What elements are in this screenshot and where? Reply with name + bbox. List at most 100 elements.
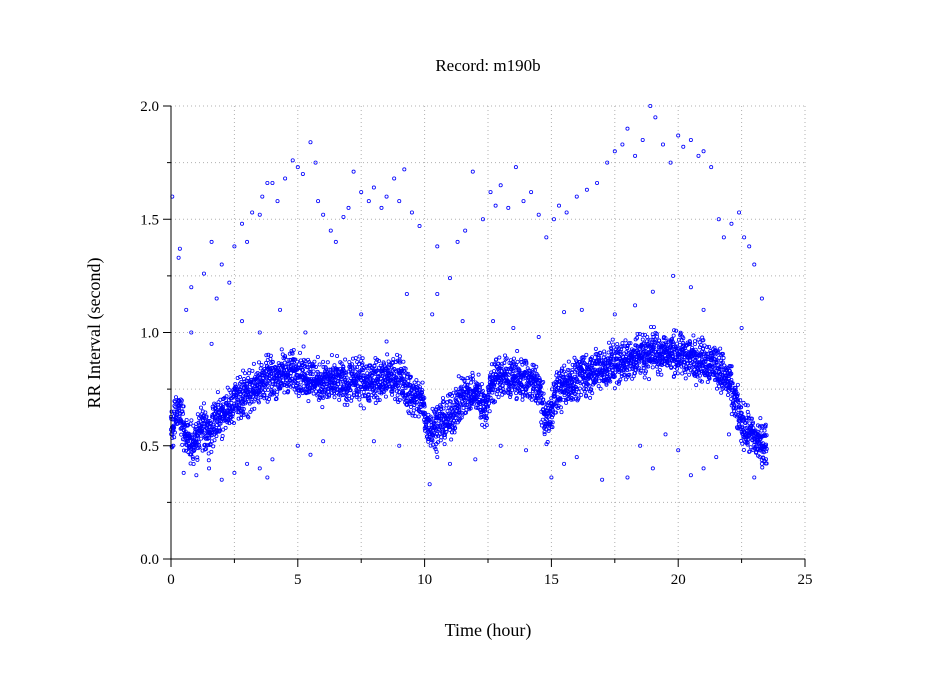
data-point bbox=[600, 477, 605, 482]
data-point bbox=[181, 448, 186, 453]
data-point bbox=[676, 448, 681, 453]
data-point bbox=[342, 402, 347, 407]
data-point bbox=[583, 394, 588, 399]
data-point bbox=[745, 403, 750, 408]
data-point bbox=[235, 376, 240, 381]
data-point bbox=[674, 366, 679, 371]
data-point bbox=[395, 397, 400, 402]
data-point bbox=[352, 391, 357, 396]
data-point bbox=[559, 366, 564, 371]
data-point bbox=[752, 446, 757, 451]
data-point bbox=[304, 377, 309, 382]
data-point bbox=[240, 319, 245, 324]
data-point bbox=[394, 389, 399, 394]
data-point bbox=[181, 404, 186, 409]
data-point bbox=[577, 386, 582, 391]
data-point bbox=[764, 442, 769, 447]
data-point bbox=[450, 393, 455, 398]
data-point bbox=[668, 160, 673, 165]
data-point bbox=[181, 411, 186, 416]
data-point bbox=[207, 436, 212, 441]
data-point bbox=[732, 408, 737, 413]
data-point bbox=[227, 280, 232, 285]
data-point bbox=[172, 425, 177, 430]
data-point bbox=[308, 140, 313, 145]
data-point bbox=[248, 394, 253, 399]
data-point bbox=[486, 392, 491, 397]
data-point bbox=[740, 441, 745, 446]
data-point bbox=[758, 437, 763, 442]
data-point bbox=[742, 235, 747, 240]
data-point bbox=[506, 373, 511, 378]
data-point bbox=[309, 388, 314, 393]
data-point bbox=[632, 357, 637, 362]
data-point bbox=[220, 402, 225, 407]
data-point bbox=[705, 379, 710, 384]
data-point bbox=[626, 341, 631, 346]
data-point bbox=[439, 420, 444, 425]
data-point bbox=[564, 210, 569, 215]
data-point bbox=[198, 405, 203, 410]
data-point bbox=[690, 365, 695, 370]
data-point bbox=[180, 409, 185, 414]
data-point bbox=[601, 362, 606, 367]
data-point bbox=[191, 462, 196, 467]
data-point bbox=[313, 160, 318, 165]
data-point bbox=[265, 372, 270, 377]
data-point bbox=[239, 389, 244, 394]
data-point bbox=[687, 372, 692, 377]
data-point bbox=[604, 382, 609, 387]
data-point bbox=[536, 212, 541, 217]
data-point bbox=[492, 399, 497, 404]
data-point bbox=[693, 347, 698, 352]
data-point bbox=[735, 397, 740, 402]
data-point bbox=[440, 396, 445, 401]
data-point bbox=[484, 423, 489, 428]
data-point bbox=[512, 387, 517, 392]
data-point bbox=[448, 399, 453, 404]
data-point bbox=[169, 409, 174, 414]
data-point bbox=[727, 384, 732, 389]
data-point bbox=[275, 199, 280, 204]
data-point bbox=[679, 364, 684, 369]
data-point bbox=[759, 461, 764, 466]
data-point bbox=[585, 363, 590, 368]
data-point bbox=[747, 449, 752, 454]
data-point bbox=[605, 160, 610, 165]
data-point bbox=[633, 303, 638, 308]
data-point bbox=[602, 352, 607, 357]
data-point bbox=[576, 390, 581, 395]
data-point bbox=[420, 388, 425, 393]
data-point bbox=[195, 455, 200, 460]
data-point bbox=[741, 447, 746, 452]
data-point bbox=[671, 273, 676, 278]
data-point bbox=[392, 371, 397, 376]
data-point bbox=[178, 397, 183, 402]
data-point bbox=[219, 262, 224, 267]
data-point bbox=[479, 382, 484, 387]
data-point bbox=[216, 400, 221, 405]
data-point bbox=[374, 388, 379, 393]
data-point bbox=[635, 331, 640, 336]
data-point bbox=[249, 407, 254, 412]
data-point bbox=[214, 296, 219, 301]
data-point bbox=[184, 417, 189, 422]
data-point bbox=[535, 401, 540, 406]
data-point bbox=[551, 217, 556, 222]
data-point bbox=[174, 416, 179, 421]
data-point bbox=[496, 361, 501, 366]
data-point bbox=[380, 374, 385, 379]
data-point bbox=[563, 371, 568, 376]
data-point bbox=[283, 176, 288, 181]
data-point bbox=[416, 414, 421, 419]
data-point bbox=[393, 397, 398, 402]
data-point bbox=[603, 361, 608, 366]
y-tick-label: 2.0 bbox=[140, 99, 159, 115]
data-point bbox=[452, 430, 457, 435]
data-point bbox=[486, 401, 491, 406]
data-point bbox=[457, 407, 462, 412]
data-point bbox=[720, 360, 725, 365]
data-point bbox=[176, 255, 181, 260]
data-point bbox=[441, 406, 446, 411]
data-point bbox=[500, 383, 505, 388]
